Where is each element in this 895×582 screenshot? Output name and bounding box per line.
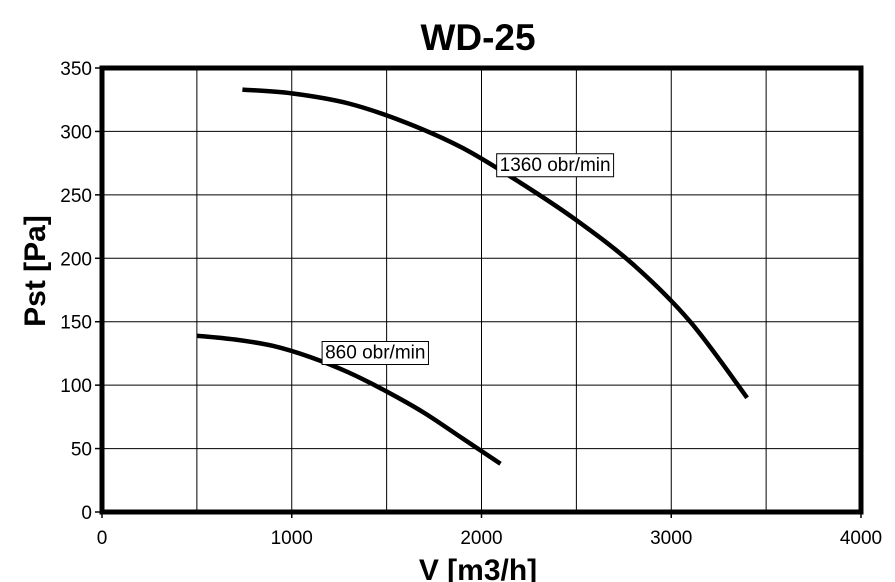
curve-860-rpm [196,333,502,466]
y-axis-label: Pst [Pa] [19,215,52,327]
curve-label-text: 1360 obr/min [500,155,611,176]
x-tick-label: 3000 [650,528,692,549]
curves [196,87,749,466]
y-tick-label: 350 [60,59,92,80]
curve-label: 1360 obr/min [496,153,615,178]
y-tick-label: 100 [60,376,92,397]
y-tick-label: 300 [60,122,92,143]
curve-label-text: 860 obr/min [325,343,425,364]
x-axis-label: V [m3/h] [419,554,537,582]
curve-label: 860 obr/min [321,341,429,366]
chart-title: WD-25 [420,17,535,58]
y-tick-label: 150 [60,313,92,334]
y-tick-label: 200 [60,249,92,270]
x-tick-label: 4000 [840,528,882,549]
x-tick-label: 2000 [460,528,502,549]
y-tick-label: 250 [60,186,92,207]
x-axis: 0 1000 2000 3000 4000 [97,512,882,549]
y-axis: 0 50 100 150 200 250 300 350 [60,59,102,524]
y-tick-label: 50 [71,440,92,461]
curve-labels: 1360 obr/min 860 obr/min [321,153,615,366]
x-tick-label: 1000 [271,528,313,549]
curve-label-box [496,153,615,178]
x-tick-label: 0 [97,528,108,549]
y-tick-label: 0 [81,503,92,524]
grid [102,68,861,512]
curve-label-box [321,341,429,366]
